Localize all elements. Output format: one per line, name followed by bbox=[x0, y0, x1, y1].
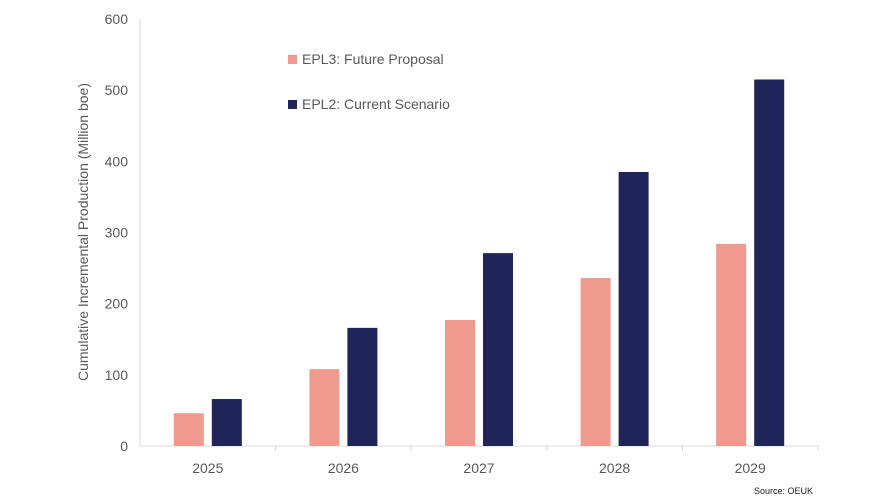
y-tick-label: 0 bbox=[120, 438, 128, 454]
bars bbox=[173, 79, 785, 446]
bar-epl3-2027 bbox=[445, 320, 475, 446]
y-tick-label: 200 bbox=[105, 296, 129, 312]
x-tick-label: 2028 bbox=[599, 460, 630, 476]
bar-epl2-2028 bbox=[618, 172, 649, 446]
bar-epl3-2028 bbox=[580, 278, 611, 446]
legend-swatch bbox=[288, 100, 297, 109]
x-tick-label: 2025 bbox=[192, 460, 223, 476]
y-tick-label: 100 bbox=[105, 367, 129, 383]
legend: EPL3: Future Proposal EPL2: Current Scena… bbox=[288, 51, 450, 112]
y-axis-label: Cumulative Incremental Production (Milli… bbox=[75, 83, 91, 381]
bar-epl2-2025 bbox=[211, 399, 242, 446]
y-tick-label: 600 bbox=[105, 11, 129, 27]
bar-epl2-2027 bbox=[483, 253, 513, 446]
legend-label: EPL3: Future Proposal bbox=[302, 51, 444, 67]
y-tick-label: 300 bbox=[105, 225, 129, 241]
y-tick-label: 500 bbox=[105, 82, 129, 98]
bar-epl3-2026 bbox=[309, 369, 340, 446]
bar-epl3-2025 bbox=[173, 413, 204, 446]
legend-label: EPL2: Current Scenario bbox=[302, 96, 450, 112]
x-tick-label: 2026 bbox=[328, 460, 359, 476]
x-tick-label: 2029 bbox=[735, 460, 766, 476]
axes: 0 100 200 300 400 500 600 2025 2026 2027 2028 2029 bbox=[105, 11, 819, 476]
bar-epl2-2026 bbox=[347, 327, 378, 446]
bar-epl2-2029 bbox=[754, 79, 785, 446]
y-tick-label: 400 bbox=[105, 153, 129, 169]
legend-swatch bbox=[288, 55, 297, 64]
x-tick-label: 2027 bbox=[463, 460, 494, 476]
bar-epl3-2029 bbox=[716, 243, 747, 446]
source-note: Source: OEUK bbox=[754, 486, 813, 496]
